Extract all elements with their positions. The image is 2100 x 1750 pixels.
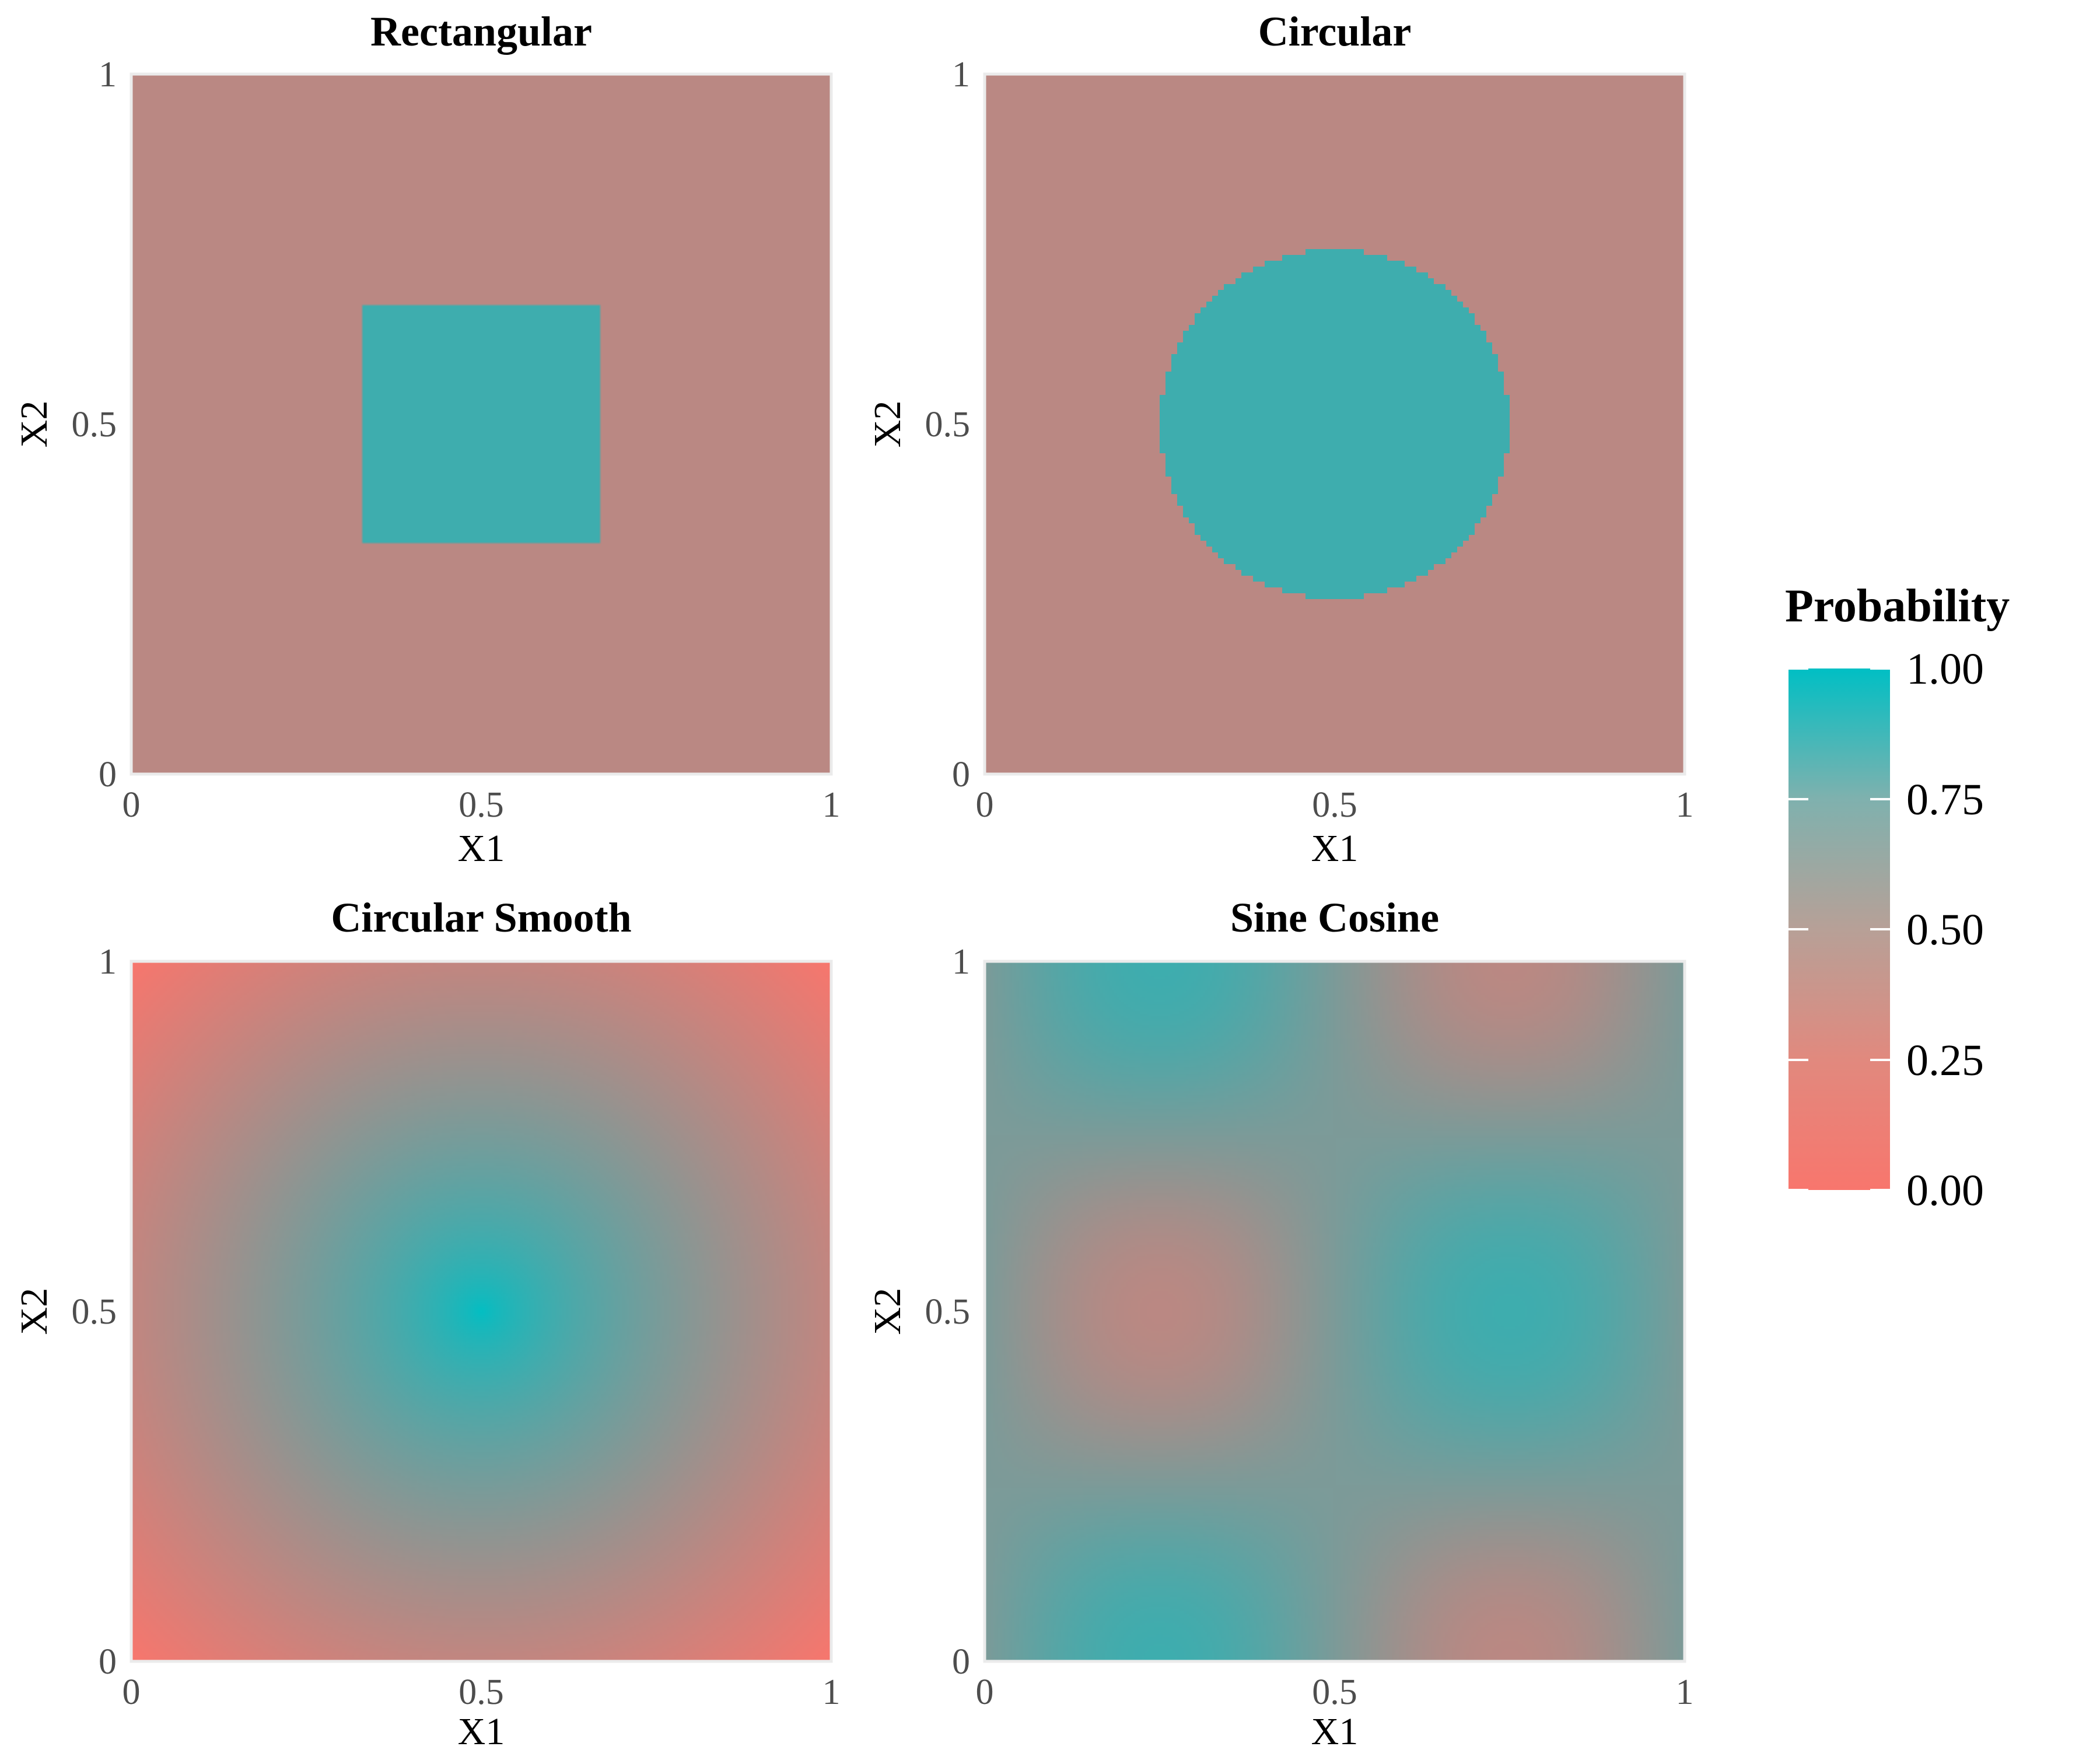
legend-tick-label: 0.75 [1906, 775, 1984, 824]
y-tick-label: 0 [99, 1642, 117, 1682]
panel-title: Sine Cosine [1230, 894, 1439, 941]
legend-tick-label: 0.25 [1906, 1036, 1984, 1085]
y-tick-label: 1 [99, 942, 117, 982]
legend: Probability 1.00 0.75 0.50 0.25 0.00 [1785, 580, 2010, 1215]
panel-title: Rectangular [370, 8, 592, 55]
legend-tick-label: 0.50 [1906, 905, 1984, 954]
panel-sine-cosine: Sine Cosine 1 0.5 0 0 0.5 1 X1 X2 [866, 894, 1694, 1750]
x-axis-label: X1 [1311, 1710, 1359, 1750]
legend-title: Probability [1785, 580, 2010, 632]
legend-ticks [1788, 667, 1890, 1191]
panel-title: Circular Smooth [331, 894, 631, 941]
x-tick-label: 0.5 [459, 785, 504, 825]
heatmap-image [131, 74, 831, 774]
y-tick-label: 1 [99, 55, 117, 94]
y-tick-label: 0 [99, 755, 117, 794]
heatmap-image [985, 74, 1685, 774]
y-axis-label: X2 [13, 401, 55, 448]
y-axis-label: X2 [866, 401, 909, 448]
panel-circular: Circular 1 0.5 0 0 0.5 1 X1 X2 [866, 8, 1694, 870]
y-tick-label: 0.5 [925, 1292, 971, 1332]
x-tick-label: 0.5 [459, 1672, 504, 1712]
x-tick-label: 0 [976, 785, 994, 825]
y-tick-label: 0.5 [72, 1292, 117, 1332]
heatmap-image [985, 961, 1685, 1661]
panel-border [983, 960, 1686, 1663]
x-axis-label: X1 [1311, 827, 1359, 870]
x-tick-label: 0 [123, 1672, 141, 1712]
y-tick-label: 0.5 [925, 405, 971, 444]
x-tick-label: 1 [822, 785, 841, 825]
panel-rectangular: Rectangular 1 0.5 0 0 0.5 1 X1 X2 [13, 8, 841, 870]
heatmap-image [131, 961, 831, 1661]
x-axis-label: X1 [458, 827, 505, 870]
x-tick-label: 1 [1676, 1672, 1694, 1712]
y-axis-label: X2 [13, 1288, 55, 1335]
legend-tick-label: 1.00 [1906, 645, 1984, 694]
y-tick-label: 0.5 [72, 405, 117, 444]
y-tick-label: 1 [952, 942, 970, 982]
x-tick-label: 0.5 [1312, 785, 1357, 825]
y-tick-label: 0 [952, 1642, 970, 1682]
panel-border [983, 72, 1686, 776]
legend-tick-label: 0.00 [1906, 1166, 1984, 1215]
x-tick-label: 0 [976, 1672, 994, 1712]
panel-border [130, 72, 833, 776]
y-axis-label: X2 [866, 1288, 909, 1335]
x-tick-label: 1 [822, 1672, 841, 1712]
panel-border [130, 960, 833, 1663]
x-tick-label: 1 [1676, 785, 1694, 825]
panel-circular-smooth: Circular Smooth 1 0.5 0 0 0.5 1 X1 X2 [13, 894, 841, 1750]
y-tick-label: 1 [952, 55, 970, 94]
x-tick-label: 0 [123, 785, 141, 825]
x-axis-label: X1 [458, 1710, 505, 1750]
panel-title: Circular [1258, 8, 1412, 55]
x-tick-label: 0.5 [1312, 1672, 1357, 1712]
y-tick-label: 0 [952, 755, 970, 794]
